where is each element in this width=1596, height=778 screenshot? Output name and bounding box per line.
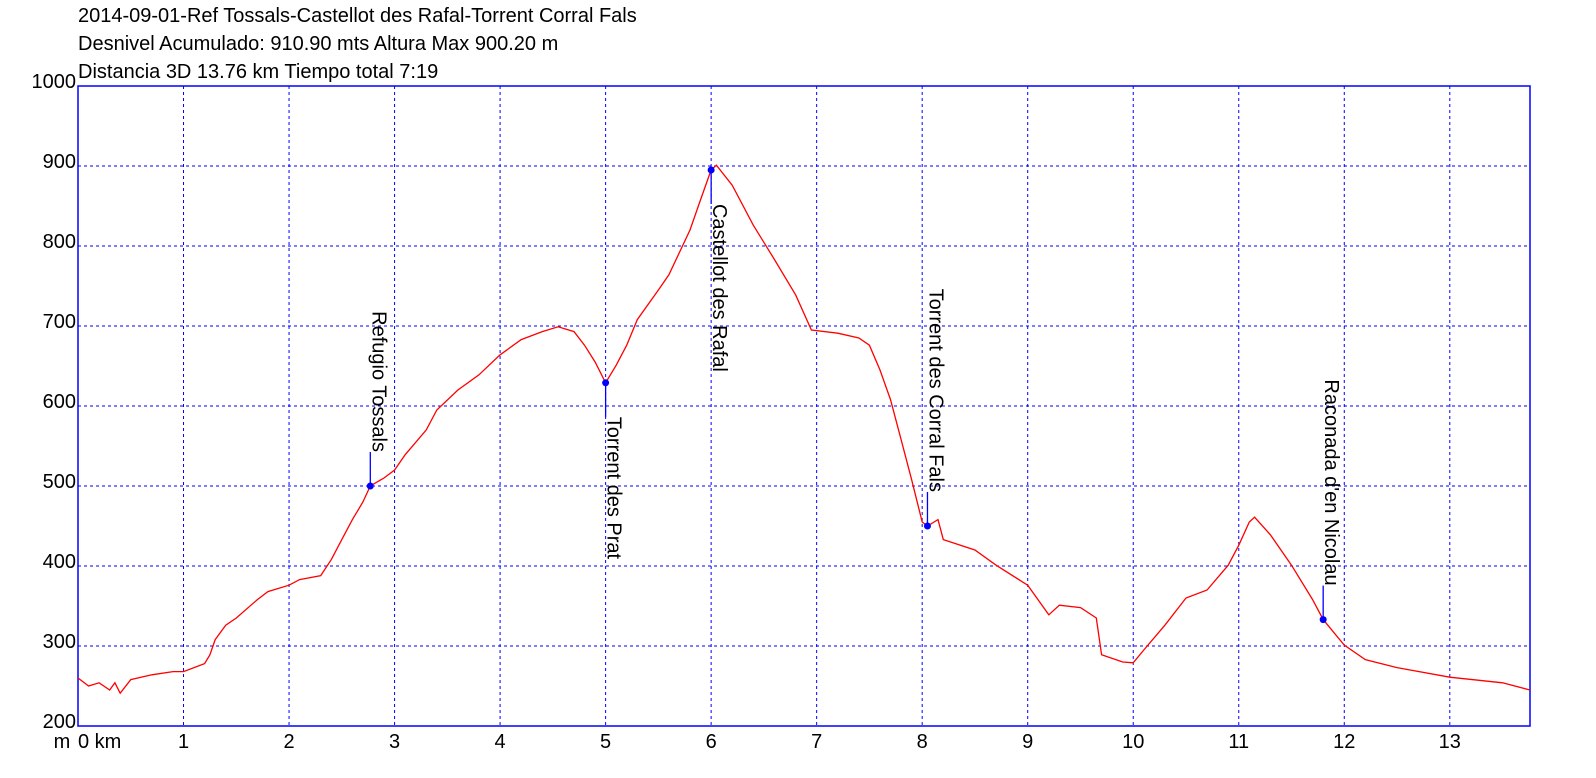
waypoint-marker bbox=[707, 166, 715, 174]
y-tick-label: 400 bbox=[43, 551, 76, 573]
x-tick-label: 4 bbox=[495, 731, 506, 753]
x-tick-label: 7 bbox=[811, 731, 822, 753]
waypoint-marker bbox=[1319, 616, 1327, 624]
waypoint-label: Raconada d'en Nicolau bbox=[1320, 379, 1342, 585]
y-tick-label: 900 bbox=[43, 151, 76, 173]
waypoint-label: Torrent des Prat bbox=[603, 417, 625, 560]
chart-title-line: 2014-09-01-Ref Tossals-Castellot des Raf… bbox=[78, 5, 637, 27]
plot-frame bbox=[77, 85, 1531, 727]
chart-title-line: Distancia 3D 13.76 km Tiempo total 7:19 bbox=[78, 61, 438, 83]
y-tick-label: 200 bbox=[43, 711, 76, 733]
y-tick-label: 600 bbox=[43, 391, 76, 413]
waypoint-label: Refugio Tossals bbox=[367, 311, 389, 452]
waypoint-marker bbox=[602, 379, 610, 387]
x-tick-label: 1 bbox=[178, 731, 189, 753]
x-tick-label: 12 bbox=[1333, 731, 1355, 753]
waypoint-marker bbox=[923, 522, 931, 530]
x-tick-label: 9 bbox=[1022, 731, 1033, 753]
y-tick-label: 800 bbox=[43, 231, 76, 253]
x-tick-label: 13 bbox=[1439, 731, 1461, 753]
x-tick-label: 11 bbox=[1228, 731, 1249, 753]
y-axis-label: m bbox=[54, 731, 71, 753]
x-tick-label: 6 bbox=[706, 731, 717, 753]
x-tick-label: 0 km bbox=[78, 731, 121, 753]
x-tick-label: 10 bbox=[1122, 731, 1144, 753]
elevation-line bbox=[77, 164, 1531, 695]
x-tick-label: 3 bbox=[389, 731, 400, 753]
y-tick-label: 300 bbox=[43, 631, 76, 653]
chart-title-line: Desnivel Acumulado: 910.90 mts Altura Ma… bbox=[78, 33, 558, 55]
waypoint-label: Torrent des Corral Fals bbox=[924, 289, 946, 492]
x-tick-label: 5 bbox=[600, 731, 611, 753]
x-tick-label: 8 bbox=[917, 731, 928, 753]
y-tick-label: 500 bbox=[43, 471, 76, 493]
waypoint-marker bbox=[366, 482, 374, 490]
y-tick-label: 1000 bbox=[32, 71, 77, 93]
waypoint-label: Castellot des Rafal bbox=[708, 204, 730, 372]
x-tick-label: 2 bbox=[283, 731, 294, 753]
y-tick-label: 700 bbox=[43, 311, 76, 333]
